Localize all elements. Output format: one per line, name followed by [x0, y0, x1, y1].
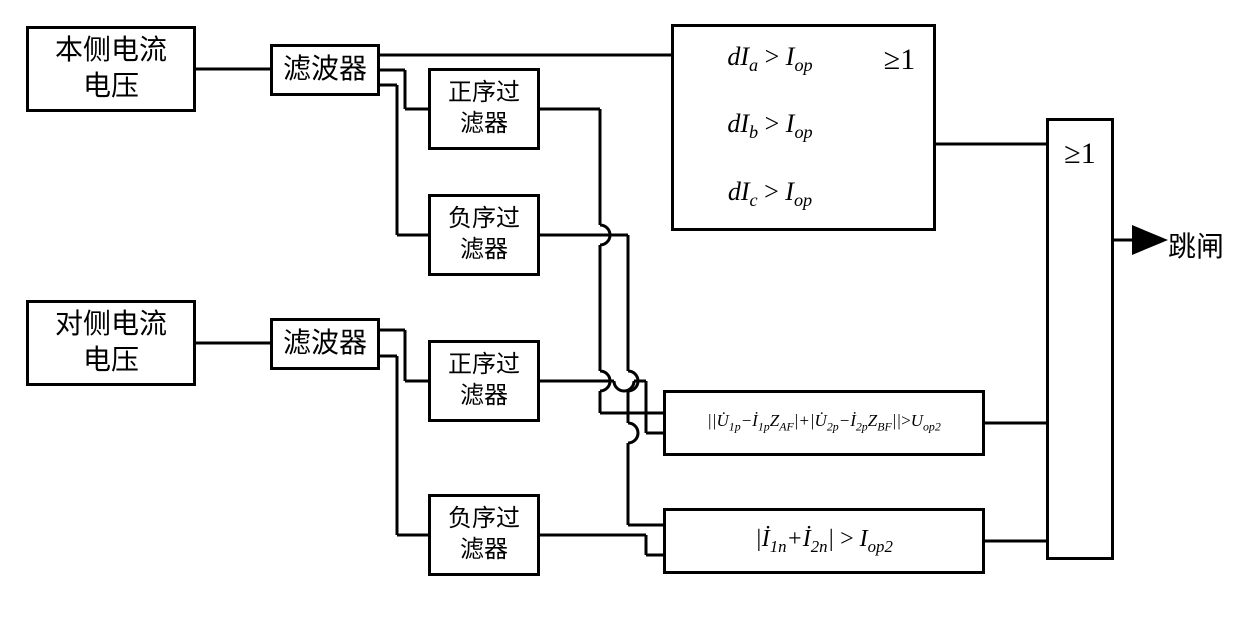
cond-a-text: dIa > Iop	[727, 42, 812, 76]
posseq-top-box: 正序过滤器	[428, 68, 540, 150]
posseq-bot-box: 正序过滤器	[428, 340, 540, 422]
negseq-bot-box: 负序过滤器	[428, 494, 540, 576]
filter-top-label: 滤波器	[283, 52, 367, 88]
cond-b-text: dIb > Iop	[727, 109, 812, 143]
filter-top-box: 滤波器	[270, 44, 380, 96]
cond-a-box: dIa > Iop	[671, 24, 869, 95]
cond-u-box: ||U̇1p−İ1pZAF|+|U̇2p−İ2pZBF||>Uop2	[663, 390, 985, 456]
filter-bottom-box: 滤波器	[270, 318, 380, 370]
or-gate-1-label: ≥1	[884, 43, 915, 77]
trip-label: 跳闸	[1168, 225, 1224, 265]
local-input-box: 本侧电流电压	[26, 26, 196, 112]
negseq-bot-label: 负序过滤器	[448, 504, 520, 566]
or-gate-2-label: ≥1	[1064, 137, 1095, 171]
cond-u-text: ||U̇1p−İ1pZAF|+|U̇2p−İ2pZBF||>Uop2	[707, 411, 941, 434]
cond-in-text: |İ1n+İ2n| > Iop2	[755, 526, 893, 557]
cond-in-box: |İ1n+İ2n| > Iop2	[663, 508, 985, 574]
cond-b-box: dIb > Iop	[671, 92, 869, 163]
negseq-top-label: 负序过滤器	[448, 204, 520, 266]
negseq-top-box: 负序过滤器	[428, 194, 540, 276]
local-input-label: 本侧电流电压	[55, 33, 167, 106]
remote-input-box: 对侧电流电压	[26, 300, 196, 386]
cond-c-text: dIc > Iop	[728, 177, 812, 211]
or-gate-1: ≥1	[866, 24, 936, 231]
posseq-bot-label: 正序过滤器	[448, 350, 520, 412]
or-gate-2: ≥1	[1046, 118, 1114, 560]
cond-c-box: dIc > Iop	[671, 160, 869, 231]
filter-bottom-label: 滤波器	[283, 326, 367, 362]
posseq-top-label: 正序过滤器	[448, 78, 520, 140]
remote-input-label: 对侧电流电压	[55, 307, 167, 380]
